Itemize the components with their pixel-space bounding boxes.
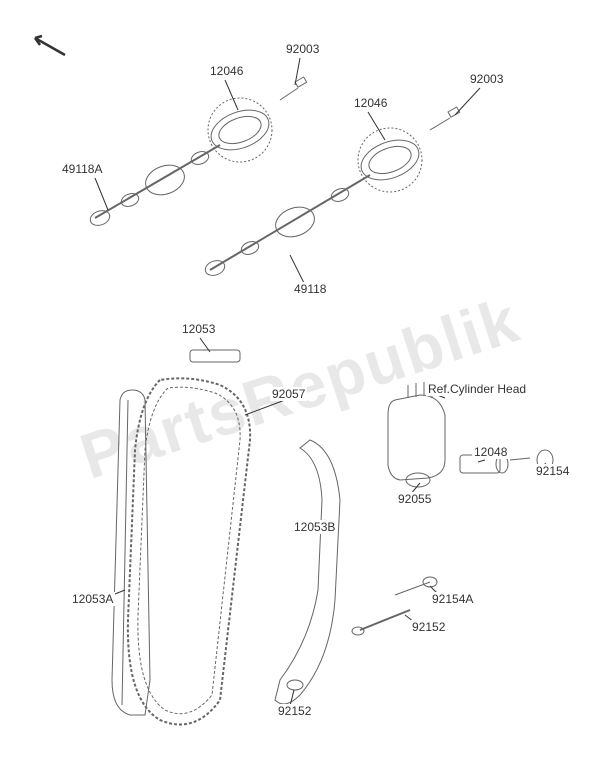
part-label: 12046 <box>352 96 389 110</box>
part-label: 49118 <box>292 282 328 296</box>
part-label: 92152 <box>276 704 313 718</box>
part-label: 92003 <box>284 42 321 56</box>
part-label: 12053 <box>180 322 217 336</box>
part-label: 92154A <box>430 592 475 606</box>
part-label: 49118A <box>60 162 104 176</box>
part-label: 92003 <box>468 72 505 86</box>
part-label: 12046 <box>208 64 245 78</box>
part-label: 12048 <box>472 445 509 459</box>
part-label: Ref.Cylinder Head <box>426 382 528 396</box>
part-label: 92154 <box>534 464 571 478</box>
part-label: 92057 <box>270 387 307 401</box>
part-label: 92055 <box>396 492 433 506</box>
part-label: 12053A <box>70 592 115 606</box>
part-label: 92152 <box>410 620 447 634</box>
part-label: 12053B <box>292 520 337 534</box>
